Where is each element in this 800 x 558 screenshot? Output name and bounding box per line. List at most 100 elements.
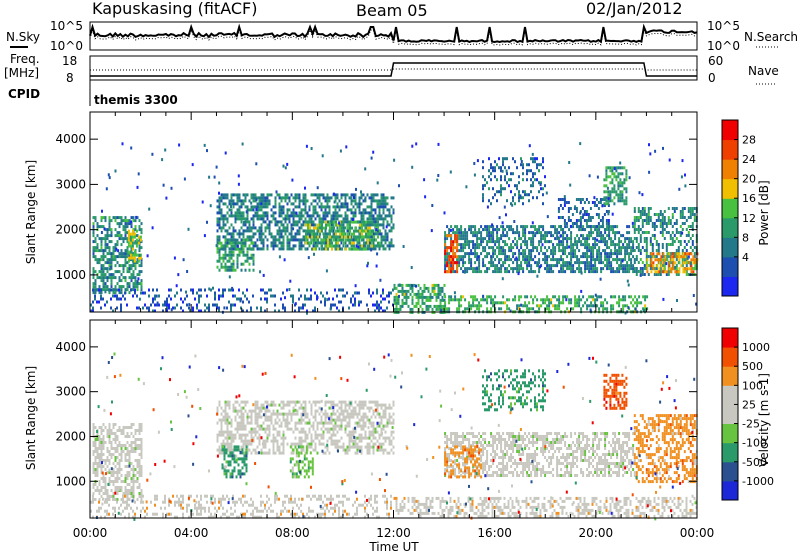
range-cell — [494, 160, 496, 163]
range-cell — [682, 207, 684, 210]
range-cell — [313, 214, 315, 217]
range-cell — [608, 237, 610, 240]
range-cell — [638, 301, 640, 304]
range-cell — [616, 225, 618, 228]
range-cell — [319, 247, 321, 250]
range-cell — [613, 172, 615, 175]
range-cell — [393, 211, 395, 214]
range-cell — [269, 223, 271, 226]
noise-cell — [204, 234, 206, 237]
range-cell — [490, 264, 492, 267]
range-cell — [180, 298, 182, 301]
range-cell — [291, 214, 293, 217]
range-cell — [646, 246, 648, 249]
range-cell — [383, 235, 385, 238]
range-cell — [638, 210, 640, 213]
range-cell — [462, 255, 464, 258]
range-cell — [95, 219, 97, 222]
range-cell — [121, 489, 123, 492]
range-cell — [355, 214, 357, 217]
noise-cell — [590, 309, 592, 312]
range-cell — [115, 447, 117, 450]
range-cell — [113, 249, 115, 252]
range-cell — [504, 157, 506, 160]
range-cell — [253, 226, 255, 229]
range-cell — [611, 190, 613, 193]
range-cell — [295, 193, 297, 196]
range-cell — [241, 251, 243, 254]
range-cell — [510, 246, 512, 249]
noise-cell — [547, 215, 549, 218]
noise-cell — [411, 145, 413, 148]
range-cell — [381, 202, 383, 205]
range-cell — [580, 234, 582, 237]
range-cell — [518, 175, 520, 178]
range-cell — [566, 267, 568, 270]
range-cell — [367, 193, 369, 196]
range-cell — [506, 304, 508, 307]
noise-cell — [424, 195, 426, 198]
range-cell — [359, 196, 361, 199]
range-cell — [247, 247, 249, 250]
noise-cell — [597, 176, 599, 179]
range-cell — [486, 295, 488, 298]
range-cell — [219, 202, 221, 205]
range-cell — [562, 228, 564, 231]
range-cell — [648, 222, 650, 225]
range-cell — [299, 247, 301, 250]
range-cell — [237, 248, 239, 251]
range-cell — [454, 261, 456, 264]
range-cell — [484, 178, 486, 181]
range-cell — [616, 267, 618, 270]
range-cell — [592, 201, 594, 204]
range-cell — [180, 307, 182, 310]
range-cell — [616, 270, 618, 273]
range-cell — [682, 228, 684, 231]
range-cell — [305, 233, 307, 236]
range-cell — [466, 267, 468, 270]
range-cell — [327, 205, 329, 208]
range-cell — [478, 231, 480, 234]
range-cell — [598, 295, 600, 298]
range-cell — [460, 249, 462, 252]
range-cell — [311, 236, 313, 239]
range-cell — [617, 166, 619, 169]
range-cell — [371, 230, 373, 233]
noise-cell — [164, 149, 166, 152]
range-cell — [684, 252, 686, 255]
range-cell — [307, 236, 309, 239]
range-cell — [474, 252, 476, 255]
range-cell — [117, 447, 119, 450]
range-cell — [95, 291, 97, 294]
range-cell — [652, 267, 654, 270]
range-cell — [530, 307, 532, 310]
range-cell — [490, 166, 492, 169]
range-cell — [478, 261, 480, 264]
range-cell — [388, 292, 390, 295]
range-cell — [229, 260, 231, 263]
range-cell — [586, 198, 588, 201]
range-cell — [648, 219, 650, 222]
range-cell — [552, 264, 554, 267]
range-cell — [311, 193, 313, 196]
range-cell — [338, 301, 340, 304]
range-cell — [267, 193, 269, 196]
range-cell — [137, 480, 139, 483]
noise-cell — [101, 231, 103, 234]
range-cell — [349, 196, 351, 199]
range-cell — [141, 270, 143, 273]
range-cell — [540, 304, 542, 307]
range-cell — [576, 255, 578, 258]
range-cell — [121, 480, 123, 483]
range-cell — [123, 426, 125, 429]
range-cell — [660, 225, 662, 228]
noise-cell — [367, 262, 369, 265]
range-cell — [386, 295, 388, 298]
range-cell — [166, 304, 168, 307]
range-cell — [103, 273, 105, 276]
range-cell — [371, 196, 373, 199]
range-cell — [123, 276, 125, 279]
range-cell — [486, 267, 488, 270]
range-cell — [271, 244, 273, 247]
range-cell — [301, 199, 303, 202]
